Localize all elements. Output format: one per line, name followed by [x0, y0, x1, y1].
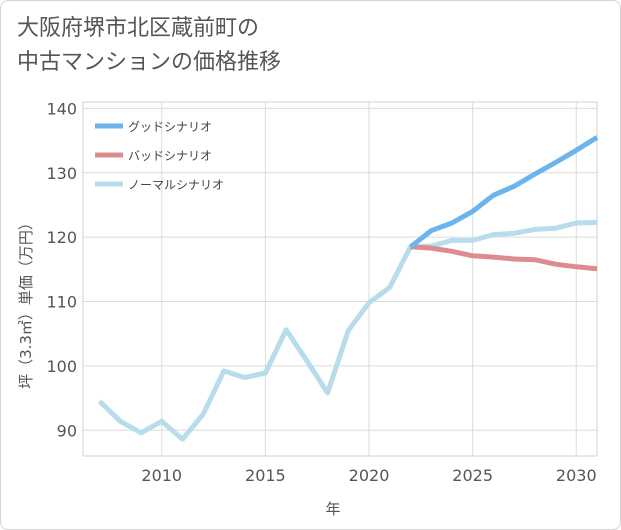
series-line-1 — [410, 244, 598, 272]
x-tick-label: 2010 — [141, 466, 182, 485]
series-line-0 — [408, 135, 599, 249]
chart-title: 大阪府堺市北区蔵前町の 中古マンションの価格推移 — [17, 12, 577, 80]
y-tick-label: 130 — [46, 164, 77, 183]
y-tick-label: 100 — [46, 357, 77, 376]
legend-label-2: ノーマルシナリオ — [128, 178, 224, 192]
y-tick-label: 140 — [46, 99, 77, 118]
x-axis-label: 年 — [325, 500, 340, 518]
grid — [82, 101, 598, 457]
x-tick-label: 2015 — [245, 466, 286, 485]
y-tick-label: 90 — [57, 421, 77, 440]
legend-label-0: グッドシナリオ — [128, 120, 212, 134]
y-axis-label: 坪（3.3㎡）単価（万円） — [17, 215, 35, 389]
series-layer — [97, 135, 599, 442]
series-line-2 — [97, 219, 598, 442]
legend-label-1: バッドシナリオ — [128, 149, 212, 163]
plot-area-border — [82, 101, 598, 457]
x-tick-label: 2020 — [349, 466, 390, 485]
tick-labels: 90 100 110 120 130 140 2010 2015 2020 2025 2030 — [46, 99, 596, 485]
x-tick-label: 2030 — [556, 466, 597, 485]
y-tick-label: 110 — [46, 293, 77, 312]
chart-title-line-1: 大阪府堺市北区蔵前町の — [17, 16, 260, 41]
x-tick-label: 2025 — [452, 466, 493, 485]
chart-title-line-2: 中古マンションの価格推移 — [17, 50, 282, 75]
y-tick-label: 120 — [46, 228, 77, 247]
